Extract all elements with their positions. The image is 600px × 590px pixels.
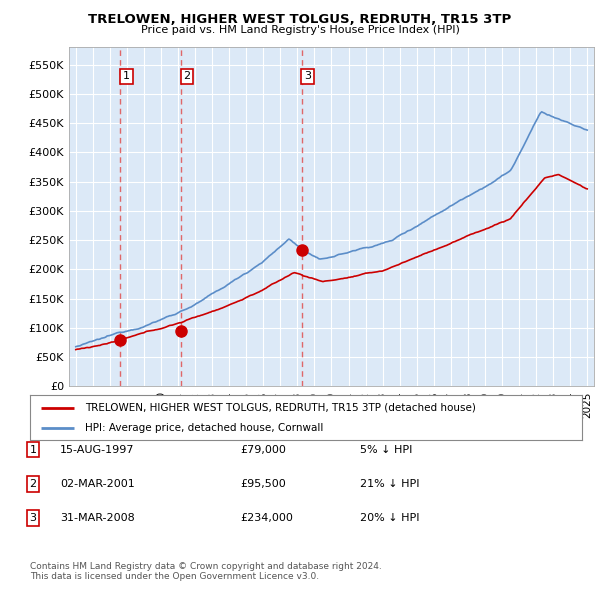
Text: 2: 2 — [184, 71, 191, 81]
Text: 1: 1 — [123, 71, 130, 81]
Text: HPI: Average price, detached house, Cornwall: HPI: Average price, detached house, Corn… — [85, 424, 323, 434]
Text: TRELOWEN, HIGHER WEST TOLGUS, REDRUTH, TR15 3TP (detached house): TRELOWEN, HIGHER WEST TOLGUS, REDRUTH, T… — [85, 403, 476, 412]
Text: 21% ↓ HPI: 21% ↓ HPI — [360, 479, 419, 489]
Text: TRELOWEN, HIGHER WEST TOLGUS, REDRUTH, TR15 3TP: TRELOWEN, HIGHER WEST TOLGUS, REDRUTH, T… — [88, 13, 512, 26]
Text: 20% ↓ HPI: 20% ↓ HPI — [360, 513, 419, 523]
Text: £95,500: £95,500 — [240, 479, 286, 489]
Text: Price paid vs. HM Land Registry's House Price Index (HPI): Price paid vs. HM Land Registry's House … — [140, 25, 460, 35]
Text: £79,000: £79,000 — [240, 445, 286, 454]
Text: 3: 3 — [304, 71, 311, 81]
Text: 02-MAR-2001: 02-MAR-2001 — [60, 479, 135, 489]
Text: 31-MAR-2008: 31-MAR-2008 — [60, 513, 135, 523]
Text: £234,000: £234,000 — [240, 513, 293, 523]
Text: 3: 3 — [29, 513, 37, 523]
Text: 15-AUG-1997: 15-AUG-1997 — [60, 445, 134, 454]
Text: 1: 1 — [29, 445, 37, 454]
Text: Contains HM Land Registry data © Crown copyright and database right 2024.
This d: Contains HM Land Registry data © Crown c… — [30, 562, 382, 581]
Text: 5% ↓ HPI: 5% ↓ HPI — [360, 445, 412, 454]
Text: 2: 2 — [29, 479, 37, 489]
